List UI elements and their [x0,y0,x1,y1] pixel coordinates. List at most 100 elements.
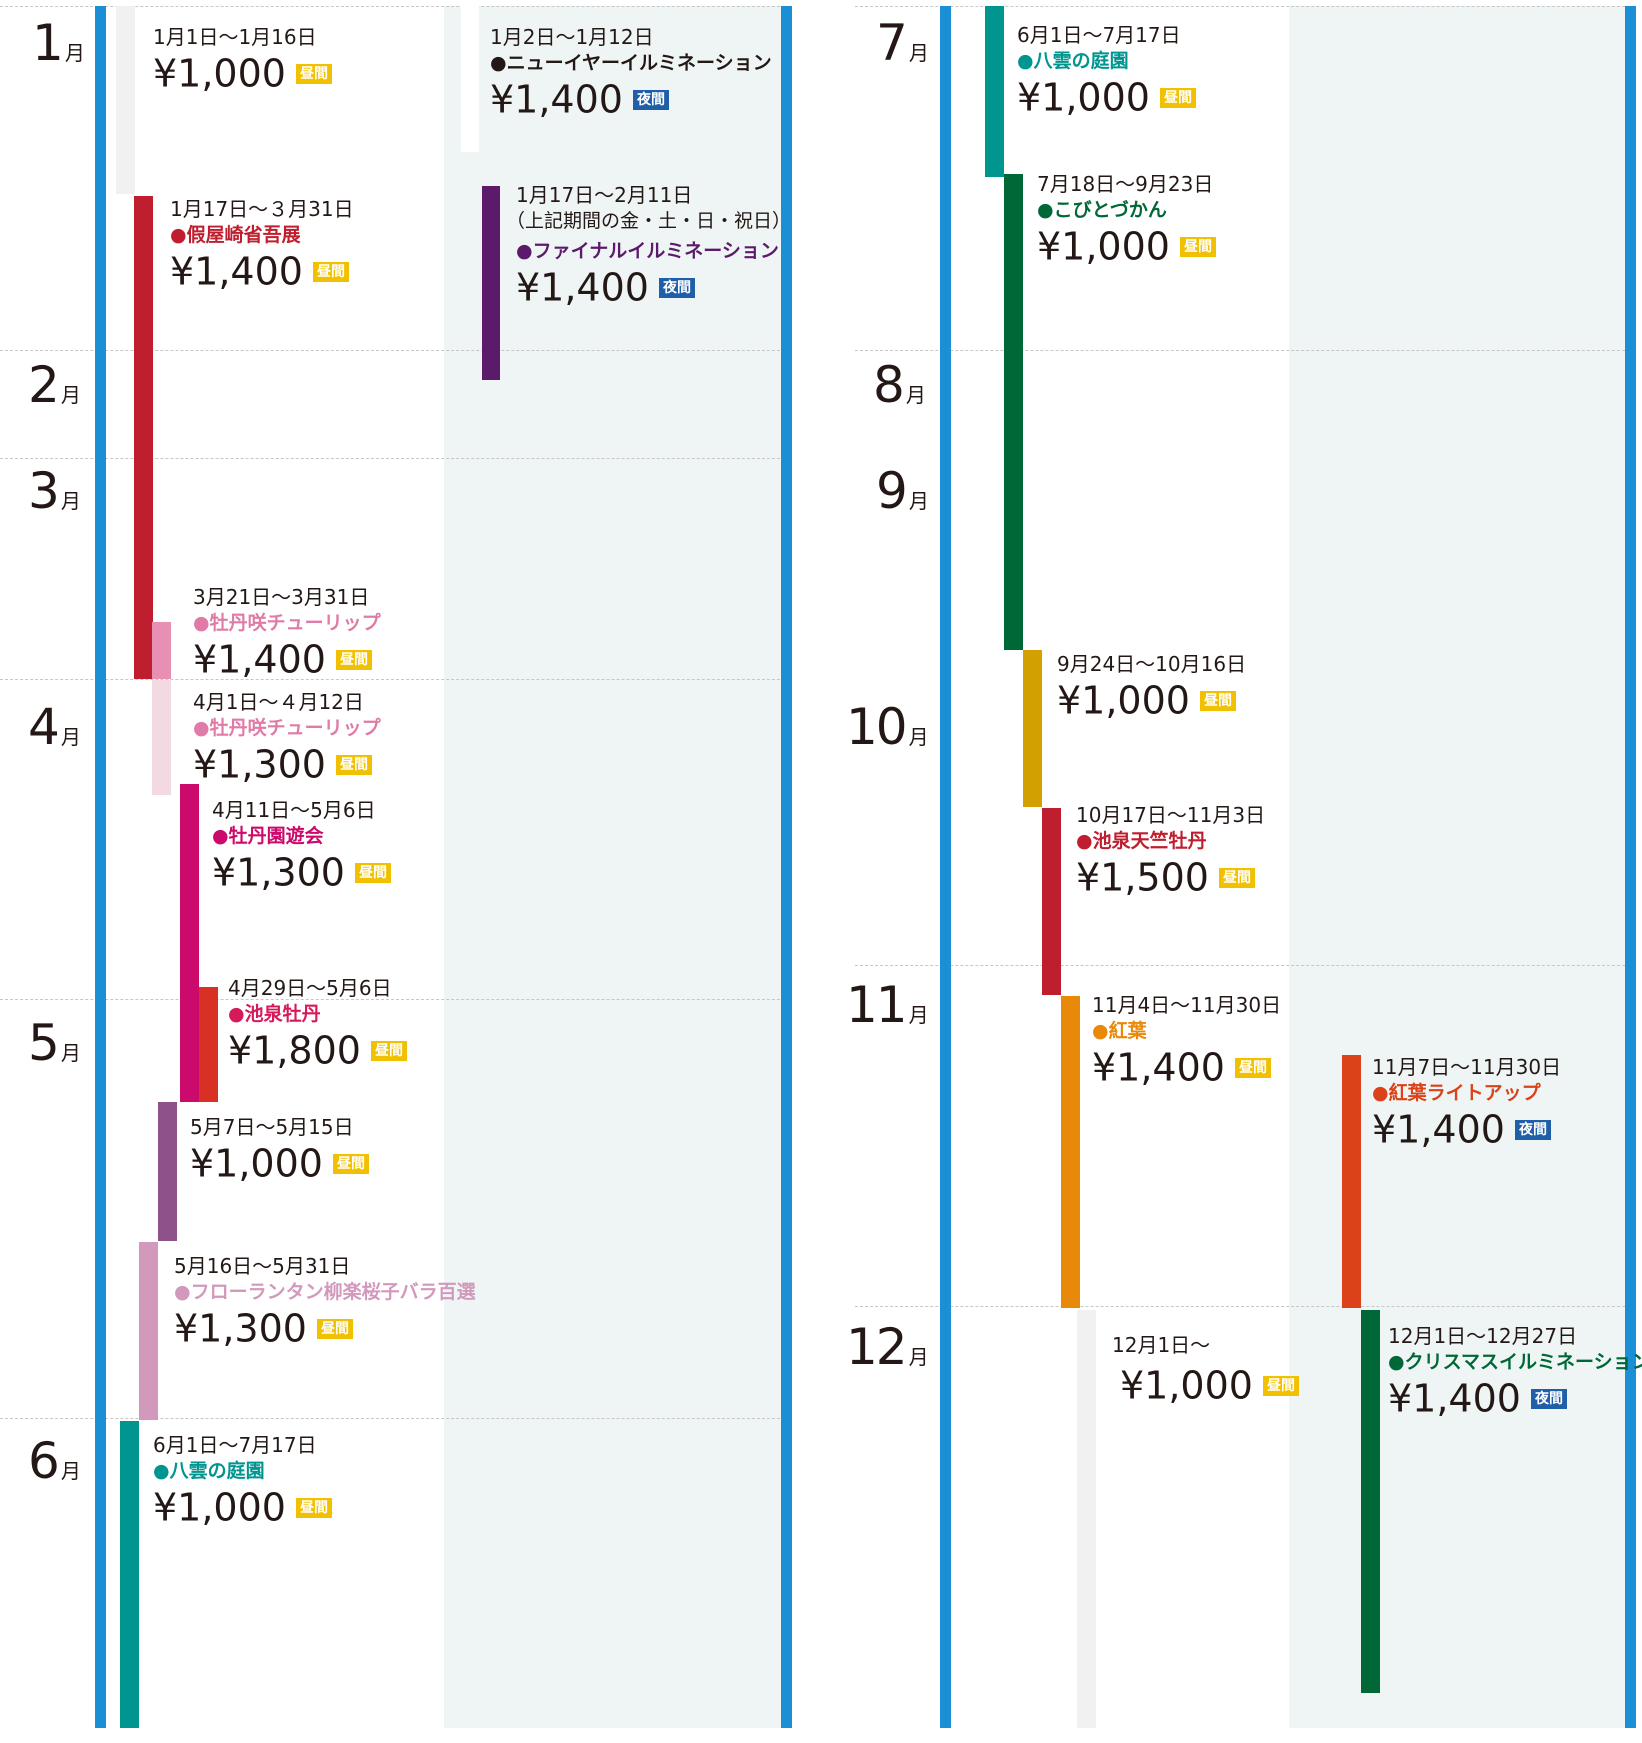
period-bar-15 [1061,996,1080,1308]
period-bar-14 [1042,808,1061,995]
event-date: 12月1日〜 [1112,1333,1211,1357]
event-11: 6月1日〜7月17日 ●八雲の庭園 ¥1,000 昼間 [1017,22,1196,119]
period-bar-10 [120,1421,139,1728]
month-label-12: 12 月 [846,1318,929,1376]
event-name: ●紅葉 [1092,1020,1147,1042]
event-5: 4月1日〜４月12日 ●牡丹咲チューリップ ¥1,300 昼間 [193,689,381,786]
event-name: ●八雲の庭園 [1017,50,1129,72]
event-2: 1月17日〜３月31日 ●假屋崎省吾展 ¥1,400 昼間 [170,196,354,293]
timeline-rail-left-end [781,6,792,1728]
period-bar-1 [461,6,479,152]
day-badge: 昼間 [1199,690,1236,711]
event-date: 4月11日〜5月6日 [212,798,376,822]
event-price: ¥1,400 [1092,1045,1225,1090]
event-name: ●こびとづかん [1037,199,1167,221]
event-10: 6月1日〜7月17日 ●八雲の庭園 ¥1,000 昼間 [153,1432,332,1529]
event-price: ¥1,500 [1076,855,1209,900]
event-date: 1月1日〜1月16日 [153,25,317,49]
period-bar-9 [139,1242,158,1420]
day-badge: 昼間 [1218,867,1255,888]
event-price: ¥1,400 [516,265,649,310]
event-0: 1月1日〜1月16日 ¥1,000 昼間 [153,24,332,95]
event-date: 5月16日〜5月31日 [174,1254,351,1278]
event-name: ●牡丹園遊会 [212,825,324,847]
separator-jun [0,1418,785,1419]
event-name: ●クリスマスイルミネーション [1388,1351,1642,1373]
period-bar-7 [199,987,218,1102]
day-badge: 昼間 [1234,1057,1271,1078]
event-1: 1月2日〜1月12日 ●ニューイヤーイルミネーション ¥1,400 夜間 [490,24,772,121]
day-badge: 昼間 [332,1153,369,1174]
event-date: 1月2日〜1月12日 [490,25,654,49]
month-label-10: 10 月 [846,698,929,756]
event-date: 9月24日〜10月16日 [1057,652,1247,676]
day-badge: 昼間 [354,862,391,883]
event-price: ¥1,400 [170,249,303,294]
event-name: ●ニューイヤーイルミネーション [490,52,772,74]
event-date: 4月29日〜5月6日 [228,976,392,1000]
event-price: ¥1,400 [490,77,623,122]
day-badge: 昼間 [1179,236,1216,257]
event-13: 9月24日〜10月16日 ¥1,000 昼間 [1057,651,1246,722]
separator-jul [855,6,1625,7]
separator-mar [0,458,785,459]
event-date: 10月17日〜11月3日 [1076,803,1266,827]
event-name: ●八雲の庭園 [153,1460,265,1482]
timeline-rail-right-end [1625,6,1636,1728]
event-date: 7月18日〜9月23日 [1037,172,1214,196]
event-price: ¥1,400 [193,637,326,682]
period-bar-5 [152,680,171,795]
event-price: ¥1,300 [193,742,326,787]
day-badge: 昼間 [1262,1375,1299,1396]
night-background-right [1289,6,1625,1728]
event-date: 6月1日〜7月17日 [153,1433,317,1457]
night-badge: 夜間 [1530,1388,1567,1409]
night-badge: 夜間 [1514,1119,1551,1140]
separator-aug [855,350,1625,351]
period-bar-11 [985,6,1004,177]
night-badge: 夜間 [658,277,695,298]
event-name: ●牡丹咲チューリップ [193,612,381,634]
separator-apr [0,679,785,680]
event-9: 5月16日〜5月31日 ●フローランタン柳楽桜子バラ百選 ¥1,300 昼間 [174,1253,476,1350]
event-price: ¥1,000 [1037,224,1170,269]
event-3: 1月17日〜2月11日 （上記期間の金・土・日・祝日） ●ファイナルイルミネーシ… [506,182,791,310]
event-date: 11月7日〜11月30日 [1372,1055,1562,1079]
event-14: 10月17日〜11月3日 ●池泉天竺牡丹 ¥1,500 昼間 [1076,802,1265,899]
period-bar-2 [134,196,153,679]
event-price: ¥1,000 [153,51,286,96]
timeline-rail-right-start [940,6,951,1728]
period-bar-4 [152,622,171,679]
event-date: 1月17日〜2月11日 [516,183,693,207]
separator-nov [855,965,1625,966]
event-date: 12月1日〜12月27日 [1388,1324,1578,1348]
event-12: 7月18日〜9月23日 ●こびとづかん ¥1,000 昼間 [1037,171,1216,268]
day-badge: 昼間 [316,1318,353,1339]
event-18: 12月1日〜12月27日 ●クリスマスイルミネーション ¥1,400 夜間 [1388,1323,1642,1420]
event-price: ¥1,000 [153,1485,286,1530]
event-price: ¥1,300 [212,850,345,895]
night-background-left [444,6,786,1728]
event-4: 3月21日〜3月31日 ●牡丹咲チューリップ ¥1,400 昼間 [193,584,381,681]
event-date: 1月17日〜３月31日 [170,197,354,221]
event-price: ¥1,300 [174,1306,307,1351]
day-badge: 昼間 [295,1497,332,1518]
event-date: 11月4日〜11月30日 [1092,993,1282,1017]
event-price: ¥1,400 [1372,1107,1505,1152]
event-price: ¥1,000 [1017,75,1150,120]
month-label-11: 11 月 [846,976,929,1034]
event-price: ¥1,000 [1057,678,1190,723]
period-bar-8 [158,1102,177,1241]
event-name: ●池泉天竺牡丹 [1076,830,1207,852]
period-bar-17 [1077,1310,1096,1728]
event-price: ¥1,400 [1388,1376,1521,1421]
event-price: ¥1,000 [190,1141,323,1186]
day-badge: 昼間 [335,649,372,670]
